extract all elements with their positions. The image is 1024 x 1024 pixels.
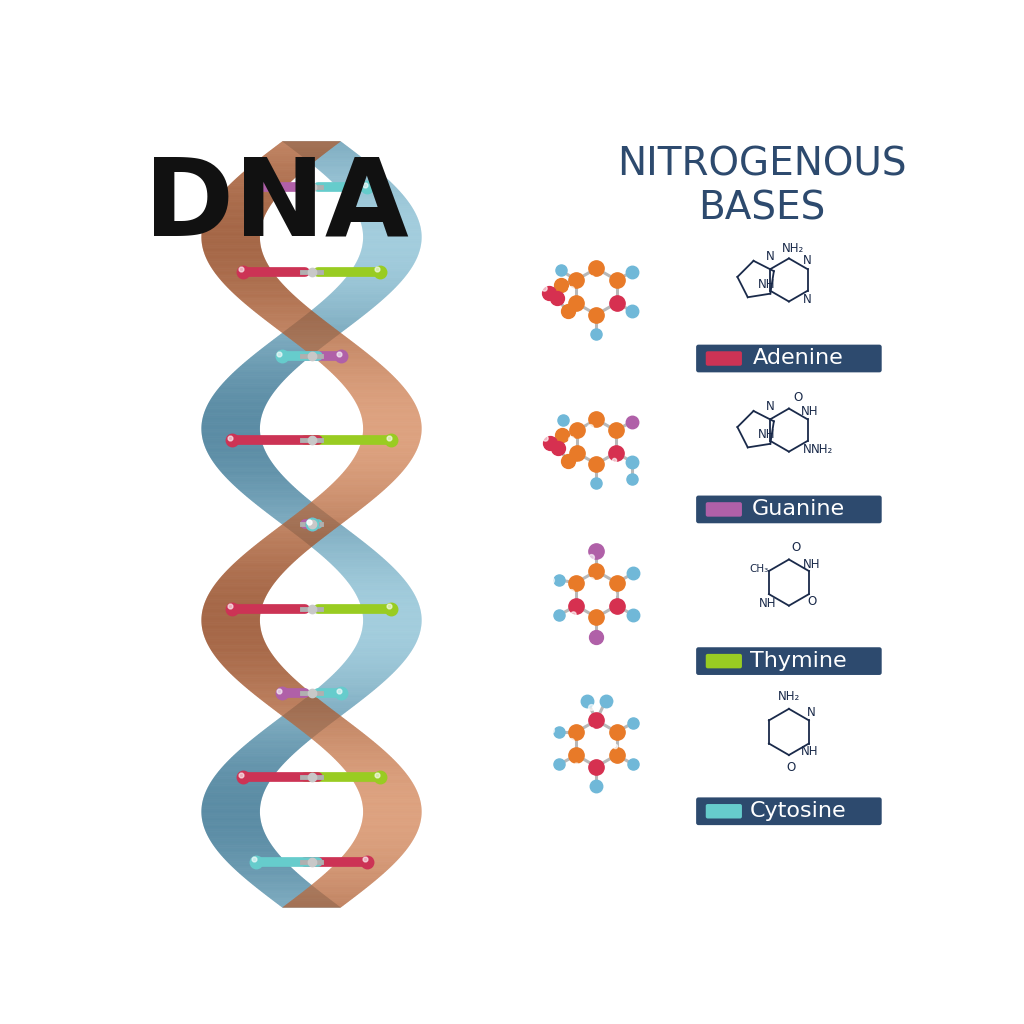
Text: NH: NH bbox=[803, 558, 821, 570]
Text: O: O bbox=[807, 595, 816, 607]
FancyBboxPatch shape bbox=[696, 496, 882, 523]
Text: Cytosine: Cytosine bbox=[750, 801, 847, 821]
FancyBboxPatch shape bbox=[696, 345, 882, 373]
Text: Adenine: Adenine bbox=[753, 348, 844, 369]
Text: NH₂: NH₂ bbox=[781, 243, 804, 255]
Text: O: O bbox=[792, 542, 801, 554]
Text: N: N bbox=[807, 706, 815, 719]
Text: DNA: DNA bbox=[144, 153, 410, 259]
Text: NH₂: NH₂ bbox=[778, 689, 800, 702]
Text: NH₂: NH₂ bbox=[811, 443, 834, 456]
Text: Thymine: Thymine bbox=[750, 651, 847, 671]
FancyBboxPatch shape bbox=[706, 502, 742, 517]
Text: NH: NH bbox=[760, 597, 777, 610]
FancyBboxPatch shape bbox=[706, 351, 742, 366]
Text: N: N bbox=[803, 443, 812, 456]
Text: CH₃: CH₃ bbox=[750, 563, 768, 573]
Text: NITROGENOUS
BASES: NITROGENOUS BASES bbox=[617, 145, 906, 227]
FancyBboxPatch shape bbox=[696, 647, 882, 675]
Text: NH: NH bbox=[758, 428, 775, 441]
FancyBboxPatch shape bbox=[696, 798, 882, 825]
Text: O: O bbox=[793, 391, 802, 404]
Text: NH: NH bbox=[801, 406, 818, 418]
FancyBboxPatch shape bbox=[706, 804, 742, 818]
Text: N: N bbox=[766, 400, 775, 413]
Text: NH: NH bbox=[758, 278, 775, 291]
Text: N: N bbox=[803, 254, 812, 267]
Text: Guanine: Guanine bbox=[752, 500, 845, 519]
Text: O: O bbox=[786, 761, 796, 774]
FancyBboxPatch shape bbox=[706, 654, 742, 669]
Text: N: N bbox=[766, 250, 775, 263]
Text: N: N bbox=[803, 293, 812, 306]
Text: NH: NH bbox=[801, 745, 818, 758]
